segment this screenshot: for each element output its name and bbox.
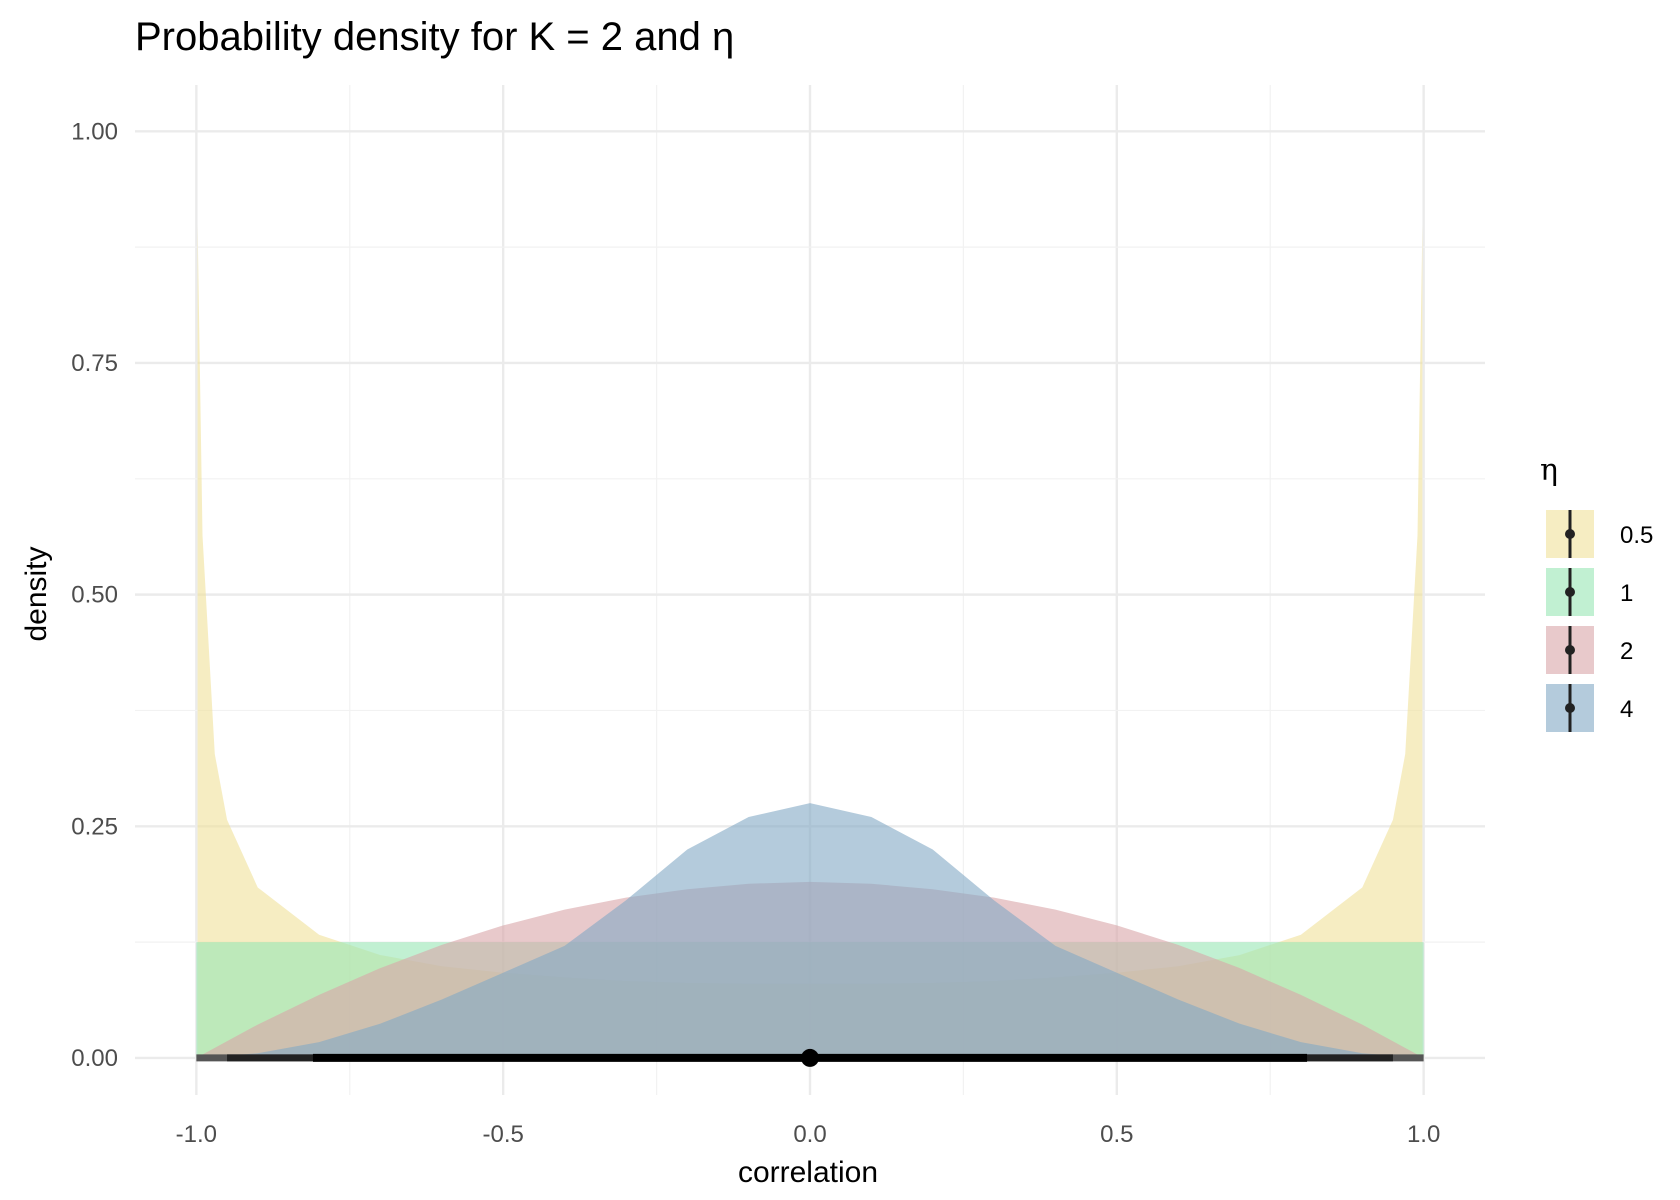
legend-title: η <box>1540 453 1558 488</box>
legend-key-point <box>1565 587 1575 597</box>
chart-title: Probability density for K = 2 and η <box>135 15 734 59</box>
x-tick-label: 1.0 <box>1407 1121 1440 1148</box>
density-areas <box>196 223 1424 1058</box>
y-tick-label: 0.50 <box>71 582 118 609</box>
legend-key-point <box>1565 645 1575 655</box>
y-tick-label: 0.25 <box>71 813 118 840</box>
y-tick-labels: 0.00 0.25 0.50 0.75 1.00 <box>71 118 118 1072</box>
interval-point <box>801 1048 819 1067</box>
y-tick-label: 0.75 <box>71 350 118 377</box>
y-tick-label: 1.00 <box>71 118 118 145</box>
legend-label-eta-4: 4 <box>1620 696 1633 723</box>
grid <box>135 85 1485 1095</box>
x-axis-title: correlation <box>738 1156 878 1189</box>
legend-label-eta-1: 1 <box>1620 580 1633 607</box>
x-tick-label: -1.0 <box>176 1121 217 1148</box>
interval-bar <box>196 1048 1424 1067</box>
legend-key-point <box>1565 529 1575 539</box>
legend-label-eta-2: 2 <box>1620 638 1633 665</box>
legend: η 0.5 1 2 4 <box>1540 453 1653 732</box>
legend-label-eta-0.5: 0.5 <box>1620 522 1653 549</box>
x-tick-label: 0.0 <box>793 1121 826 1148</box>
legend-key-point <box>1565 703 1575 713</box>
x-tick-label: 0.5 <box>1100 1121 1133 1148</box>
density-area-eta-4 <box>196 803 1424 1058</box>
x-tick-label: -0.5 <box>483 1121 524 1148</box>
y-axis-title: density <box>20 546 53 641</box>
y-tick-label: 0.00 <box>71 1045 118 1072</box>
x-tick-labels: -1.0 -0.5 0.0 0.5 1.0 <box>176 1121 1441 1148</box>
